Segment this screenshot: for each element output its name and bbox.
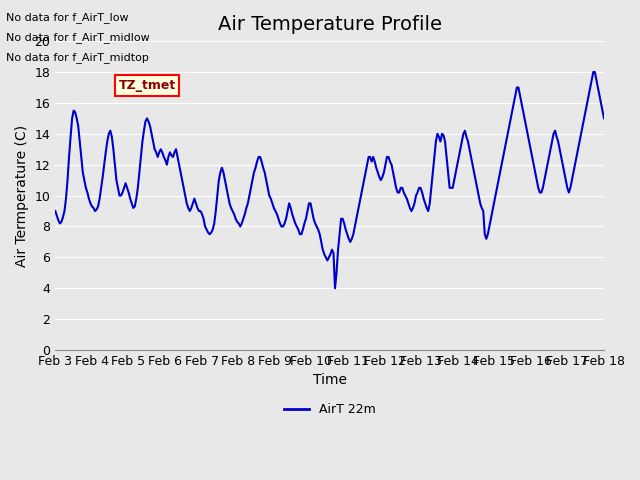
Y-axis label: Air Termperature (C): Air Termperature (C) — [15, 124, 29, 267]
Text: TZ_tmet: TZ_tmet — [118, 79, 175, 92]
Text: No data for f_AirT_low: No data for f_AirT_low — [6, 12, 129, 23]
X-axis label: Time: Time — [313, 373, 347, 387]
Text: No data for f_AirT_midtop: No data for f_AirT_midtop — [6, 52, 149, 63]
Text: No data for f_AirT_midlow: No data for f_AirT_midlow — [6, 32, 150, 43]
Title: Air Temperature Profile: Air Temperature Profile — [218, 15, 442, 34]
Legend: AirT 22m: AirT 22m — [279, 398, 381, 421]
